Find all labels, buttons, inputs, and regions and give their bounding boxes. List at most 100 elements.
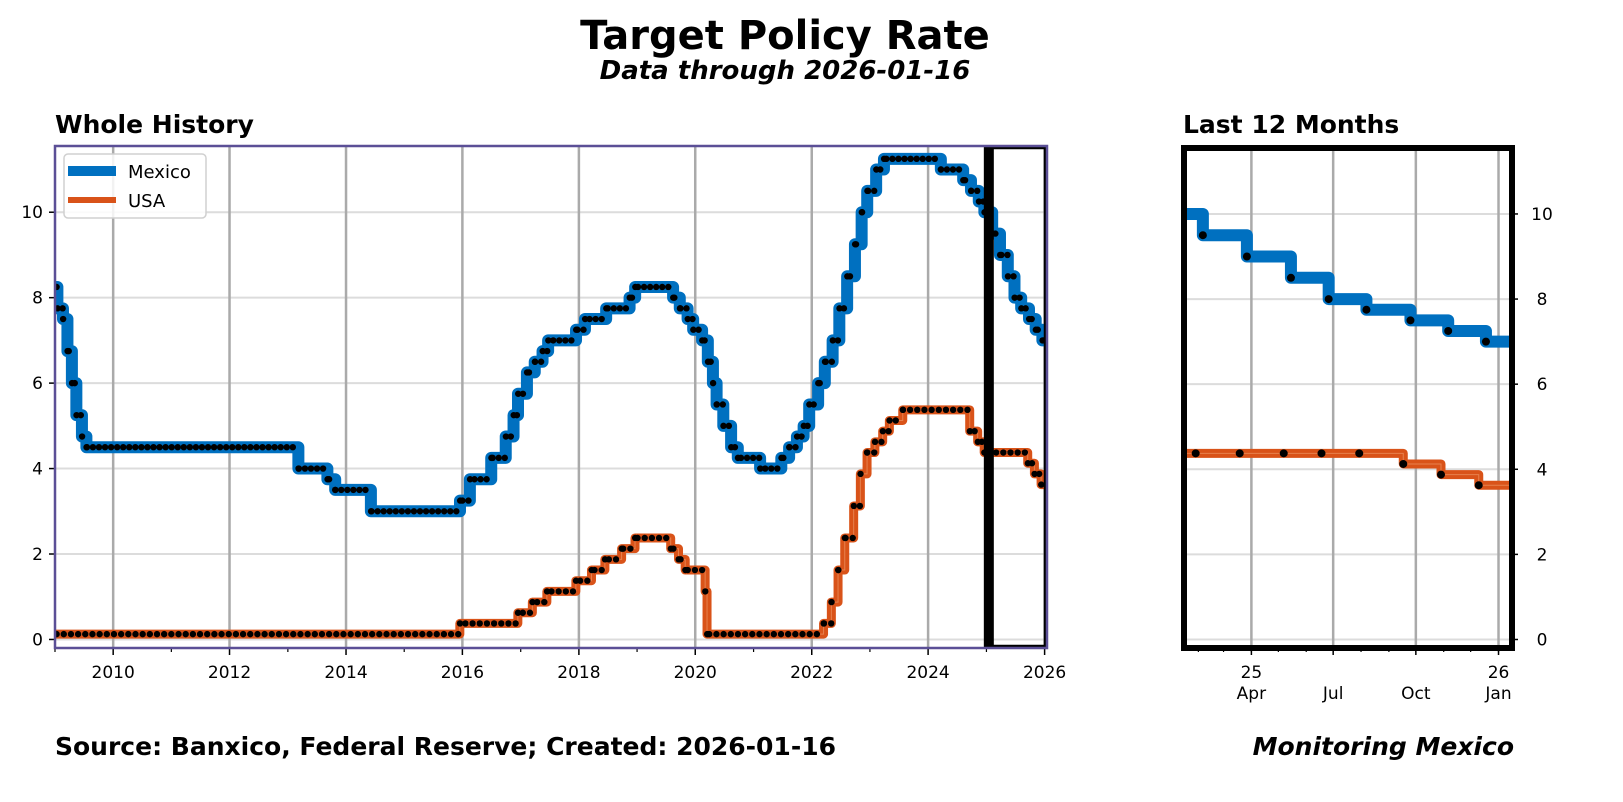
y-tick-label: 0 [1537,630,1548,650]
data-point-mexico [55,305,61,312]
data-point-usa [548,588,555,595]
data-point-mexico [301,465,309,472]
data-point-mexico [568,337,575,344]
data-point-mexico [241,444,248,451]
x-tick-label: 2010 [92,663,135,683]
data-point-usa [942,406,950,414]
data-point-mexico [622,305,630,312]
data-point-usa [455,630,462,638]
data-point-mexico [313,465,321,472]
data-point-mexico [235,444,242,451]
data-point-usa [871,438,879,446]
x-tick-label: 2026 [1023,663,1066,683]
data-point-mexico [466,476,474,483]
data-point-mexico [229,444,236,451]
data-point-mexico [222,444,230,451]
data-point-usa [139,630,146,638]
data-point-mexico [132,444,139,451]
data-point-mexico [380,508,387,515]
data-point-mexico [78,433,86,440]
data-point-mexico [356,486,363,494]
data-point-mexico [690,326,697,333]
data-point-mexico [441,508,448,515]
data-point-usa [992,449,1000,456]
data-point-usa [340,630,347,638]
data-point-mexico [734,454,742,462]
x-tick-label: Oct [1401,684,1431,704]
data-point-mexico [1004,251,1011,259]
data-point-mexico [126,444,133,451]
data-point-usa [703,630,711,638]
data-point-usa [96,630,103,638]
data-point-mexico [271,444,278,451]
data-point-mexico [840,305,848,312]
data-point-mexico [95,444,103,451]
data-point-mexico [1011,294,1018,301]
data-point-usa [856,502,864,510]
data-point-usa [827,620,835,627]
data-point-mexico [931,155,938,163]
data-point-mexico [89,444,97,451]
data-point-mexico [319,465,327,472]
data-point-usa [885,427,892,435]
data-point-usa [533,598,541,606]
data-point-usa [555,588,562,595]
data-point-mexico [453,508,460,515]
data-point-usa [691,566,699,574]
data-point-mexico [793,433,801,440]
panel-title-whole-history: Whole History [55,110,254,139]
data-point-usa [89,630,96,638]
footer-source: Source: Banxico, Federal Reserve; Create… [55,732,836,761]
data-point-mexico [465,497,472,504]
data-point-mexico [919,155,926,163]
y-tick-label: 6 [1537,375,1548,395]
data-point-usa [667,545,675,552]
data-point-mexico [539,347,546,355]
data-point-usa [110,630,118,638]
data-point-usa [813,630,821,638]
data-point-usa [841,534,849,542]
data-point-usa [311,630,318,638]
data-point-usa [627,545,634,552]
data-point-mexico [719,401,727,408]
data-point-usa [132,630,139,638]
data-point-mexico [1324,295,1333,304]
data-point-mexico [798,433,805,440]
data-point-usa [1014,449,1021,456]
data-point-usa [820,620,827,627]
data-point-mexico [871,187,878,195]
data-point-usa [282,630,290,638]
data-point-mexico [829,337,836,344]
chart-title: Target Policy Rate [580,13,990,59]
data-point-usa [433,630,440,638]
x-tick-label: 2018 [557,663,600,683]
data-point-mexico [543,347,551,355]
data-point-mexico [699,337,706,344]
data-point-usa [584,577,591,584]
data-point-mexico [537,358,545,365]
data-point-mexico [501,454,508,462]
data-point-mexico [709,379,717,387]
data-point-mexico [925,155,932,163]
legend-label-usa: USA [128,191,166,212]
data-point-usa [864,449,871,456]
data-point-mexico [247,444,254,451]
data-point-mexico [556,337,563,344]
data-point-mexico [901,155,908,163]
data-point-usa [949,406,957,414]
data-point-usa [756,630,763,638]
data-point-usa [871,449,878,456]
data-point-mexico [778,454,785,462]
data-point-usa [426,630,433,638]
data-point-usa [792,630,799,638]
y-tick-label: 8 [1537,290,1548,310]
data-point-mexico [59,305,66,312]
data-point-mexico [210,444,218,451]
data-point-usa [67,630,75,638]
data-point-mexico [362,486,369,494]
data-point-usa [225,630,232,638]
data-point-mexico [592,315,599,323]
data-point-usa [770,630,778,638]
data-point-mexico [428,508,436,515]
data-point-usa [376,630,383,638]
